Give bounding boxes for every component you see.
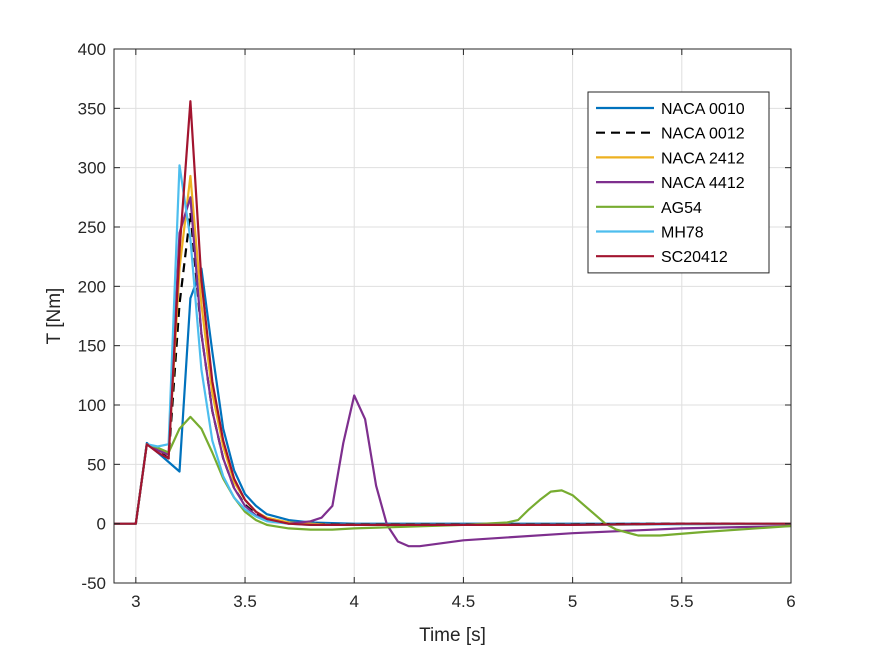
legend-label: NACA 0012 — [661, 126, 745, 143]
y-tick-label: -50 — [81, 574, 106, 593]
x-tick-label: 5 — [568, 592, 577, 611]
y-tick-label: 250 — [78, 218, 106, 237]
x-axis-label: Time [s] — [419, 625, 486, 646]
y-tick-label: 50 — [87, 455, 106, 474]
y-tick-label: 400 — [78, 40, 106, 59]
y-tick-label: 0 — [97, 515, 106, 534]
series-lines — [114, 100, 792, 548]
legend-label: MH78 — [661, 225, 704, 242]
y-axis-label: T [Nm] — [44, 288, 65, 345]
x-tick-label: 3 — [131, 592, 140, 611]
y-tick-label: 200 — [78, 277, 106, 296]
series-line-ag54 — [114, 415, 792, 537]
legend-label: NACA 0010 — [661, 101, 745, 118]
y-tick-label: 350 — [78, 99, 106, 118]
legend-label: NACA 4412 — [661, 175, 745, 192]
legend-label: AG54 — [661, 200, 702, 217]
series-line-sc20412 — [114, 100, 791, 527]
x-tick-label: 4.5 — [452, 592, 476, 611]
legend-label: NACA 2412 — [661, 150, 745, 167]
x-tick-label: 5.5 — [670, 592, 694, 611]
x-tick-label: 6 — [786, 592, 795, 611]
axis-ticks: 3 3.5 4 4.5 5 5.5 6 -50 0 50 100 150 200 250 300 350 400 — [78, 40, 796, 611]
legend-label: SC20412 — [661, 249, 728, 266]
y-tick-label: 150 — [78, 337, 106, 356]
axes-frame — [113, 48, 792, 584]
y-tick-label: 300 — [78, 159, 106, 178]
y-tick-label: 100 — [78, 396, 106, 415]
x-tick-label: 3.5 — [233, 592, 257, 611]
x-tick-label: 4 — [349, 592, 358, 611]
legend: NACA 0010 NACA 0012 NACA 2412 NACA 4412 AG54… — [587, 91, 770, 274]
